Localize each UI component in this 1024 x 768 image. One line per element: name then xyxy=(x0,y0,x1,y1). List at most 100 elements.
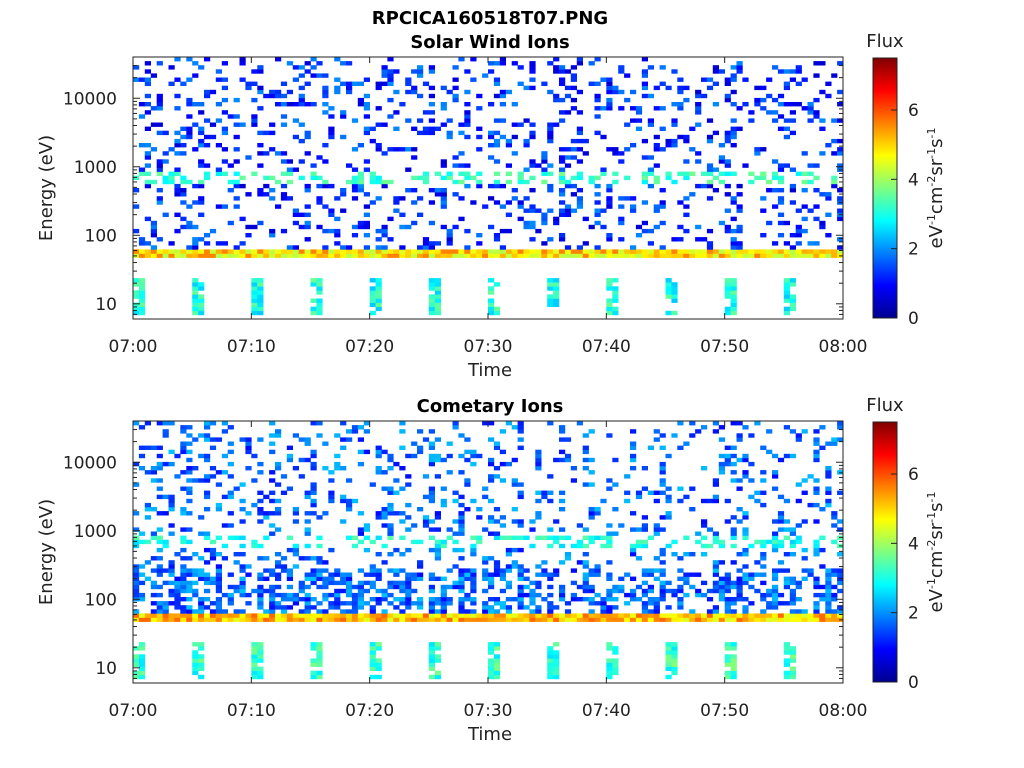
heatmap-cell xyxy=(712,102,719,107)
heatmap-cell xyxy=(819,597,826,602)
heatmap-cell xyxy=(316,662,323,667)
heatmap-cell xyxy=(488,224,495,230)
heatmap-cell xyxy=(417,449,424,455)
heatmap-cell xyxy=(322,228,329,234)
heatmap-cell xyxy=(612,597,619,602)
heatmap-cell xyxy=(144,179,151,185)
heatmap-cell xyxy=(772,486,779,491)
heatmap-cell xyxy=(186,457,193,463)
heatmap-cell xyxy=(198,674,205,680)
heatmap-cell xyxy=(511,61,518,66)
heatmap-cell xyxy=(564,208,572,213)
heatmap-cell xyxy=(730,597,737,602)
heatmap-cell xyxy=(488,646,495,651)
heatmap-cell xyxy=(357,183,364,189)
heatmap-cell xyxy=(529,77,536,82)
heatmap-cell xyxy=(612,613,619,618)
heatmap-cell xyxy=(322,253,329,258)
heatmap-cell xyxy=(304,212,311,217)
heatmap-cell xyxy=(677,224,684,230)
heatmap-cell xyxy=(156,102,163,107)
heatmap-cell xyxy=(789,601,796,606)
heatmap-cell xyxy=(813,592,820,598)
heatmap-cell xyxy=(499,572,506,577)
heatmap-cell xyxy=(428,102,435,107)
heatmap-cell xyxy=(428,490,435,495)
heatmap-cell xyxy=(369,539,376,545)
heatmap-cell xyxy=(239,613,246,618)
heatmap-cell xyxy=(434,642,441,647)
heatmap-cell xyxy=(789,245,796,250)
heatmap-cell xyxy=(215,580,222,586)
heatmap-cell xyxy=(493,617,501,622)
heatmap-cell xyxy=(192,249,199,254)
heatmap-cell xyxy=(701,592,708,598)
heatmap-cell xyxy=(174,106,181,111)
heatmap-cell xyxy=(180,143,187,148)
heatmap-cell xyxy=(434,552,441,557)
heatmap-cell xyxy=(458,556,465,561)
heatmap-cell xyxy=(724,159,731,164)
heatmap-cell xyxy=(683,552,690,557)
heatmap-cell xyxy=(269,93,276,99)
heatmap-cell xyxy=(464,597,471,602)
heatmap-cell xyxy=(493,310,501,316)
heatmap-cell xyxy=(245,253,252,258)
heatmap-cell xyxy=(760,564,767,569)
heatmap-cell xyxy=(594,592,601,598)
heatmap-cell xyxy=(837,470,844,475)
heatmap-cell xyxy=(298,588,305,594)
heatmap-cell xyxy=(375,143,382,148)
heatmap-cell xyxy=(612,584,619,590)
heatmap-cell xyxy=(606,196,613,201)
heatmap-cell xyxy=(334,601,341,606)
heatmap-cell xyxy=(517,204,524,209)
heatmap-cell xyxy=(742,457,749,463)
heatmap-cell xyxy=(825,143,832,148)
heatmap-cell xyxy=(742,552,749,557)
heatmap-cell xyxy=(813,613,820,618)
heatmap-cell xyxy=(630,89,637,95)
heatmap-cell xyxy=(387,527,394,532)
heatmap-cell xyxy=(422,171,430,176)
heatmap-cell xyxy=(133,310,140,316)
heatmap-cell xyxy=(724,97,731,103)
heatmap-cell xyxy=(553,290,560,295)
heatmap-cell xyxy=(369,674,376,680)
heatmap-cell xyxy=(523,143,530,148)
heatmap-cell xyxy=(411,588,418,594)
heatmap-cell xyxy=(630,592,637,598)
heatmap-cell xyxy=(529,527,536,532)
heatmap-cell xyxy=(641,57,648,62)
heatmap-cell xyxy=(269,498,276,504)
heatmap-cell xyxy=(582,216,589,222)
heatmap-cell xyxy=(180,539,187,545)
heatmap-cell xyxy=(440,159,447,164)
heatmap-cell xyxy=(529,224,536,230)
heatmap-cell xyxy=(399,588,406,594)
heatmap-cell xyxy=(340,61,347,66)
heatmap-cell xyxy=(133,482,140,487)
heatmap-cell xyxy=(280,474,288,479)
heatmap-cell xyxy=(239,588,246,594)
heatmap-cell xyxy=(789,77,796,82)
heatmap-cell xyxy=(488,584,495,590)
heatmap-cell xyxy=(275,564,282,569)
heatmap-cell xyxy=(428,85,435,91)
heatmap-cell xyxy=(239,617,246,622)
heatmap-cell xyxy=(316,515,323,520)
heatmap-cell xyxy=(150,445,157,450)
heatmap-cell xyxy=(221,617,228,622)
heatmap-cell xyxy=(144,69,151,74)
heatmap-cell xyxy=(464,183,471,189)
heatmap-cell xyxy=(192,617,199,622)
heatmap-cell xyxy=(606,486,613,491)
heatmap-cell xyxy=(434,527,441,532)
heatmap-cell xyxy=(606,302,613,307)
heatmap-cell xyxy=(304,437,311,442)
heatmap-cell xyxy=(233,535,240,540)
heatmap-cell xyxy=(819,249,826,254)
heatmap-cell xyxy=(334,89,341,95)
heatmap-cell xyxy=(635,543,643,549)
heatmap-cell xyxy=(464,617,471,622)
